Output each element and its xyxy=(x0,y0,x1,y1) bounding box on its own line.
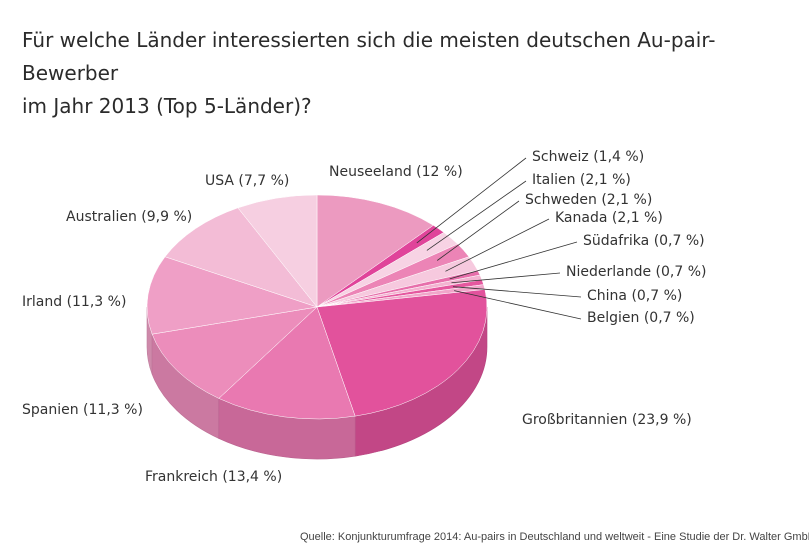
slice-label-spanien: Spanien (11,3 %) xyxy=(22,402,143,418)
pie-slices xyxy=(146,194,488,420)
leader-line-china xyxy=(452,286,582,298)
source-note: Quelle: Konjunkturumfrage 2014: Au-pairs… xyxy=(300,531,809,543)
pie-slice-spanien xyxy=(151,306,318,399)
slice-label-grossbritannien: Großbritannien (23,9 %) xyxy=(522,412,692,428)
pie-slice-usa xyxy=(237,194,318,308)
chart-title: Für welche Länder interessierten sich di… xyxy=(22,24,802,123)
slice-label-neuseeland: Neuseeland (12 %) xyxy=(329,164,463,180)
leader-line-schweiz xyxy=(416,157,527,244)
leader-line-kanada xyxy=(445,218,550,272)
chart-title-line-1: Für welche Länder interessierten sich di… xyxy=(22,28,716,85)
slice-labels: Neuseeland (12 %) Schweiz (1,4 %) Italien … xyxy=(22,149,706,485)
slice-label-kanada: Kanada (2,1 %) xyxy=(555,210,663,226)
slice-label-niederlande: Niederlande (0,7 %) xyxy=(566,264,706,280)
pie-slice-grossbritannien xyxy=(316,289,488,417)
slice-label-irland: Irland (11,3 %) xyxy=(22,294,126,310)
slice-label-usa: USA (7,7 %) xyxy=(205,173,289,189)
pie-slice-irland xyxy=(146,256,318,335)
leader-line-belgien xyxy=(454,290,582,320)
pie-slice-frankreich xyxy=(218,306,356,420)
slice-label-china: China (0,7 %) xyxy=(587,288,682,304)
slice-label-schweden: Schweden (2,1 %) xyxy=(525,192,652,208)
chart-title-line-2: im Jahr 2013 (Top 5-Länder)? xyxy=(22,94,312,118)
slice-label-belgien: Belgien (0,7 %) xyxy=(587,310,695,326)
leader-line-niederlande xyxy=(451,272,561,284)
leader-line-suedafrika xyxy=(449,241,578,280)
leader-line-italien xyxy=(426,180,527,251)
leader-line-schweden xyxy=(436,200,520,261)
slice-label-frankreich: Frankreich (13,4 %) xyxy=(145,469,282,485)
slice-label-australien: Australien (9,9 %) xyxy=(66,209,192,225)
pie-slice-australien xyxy=(164,207,318,308)
slice-label-italien: Italien (2,1 %) xyxy=(532,172,631,188)
pie-walls xyxy=(146,306,488,460)
slice-label-suedafrika: Südafrika (0,7 %) xyxy=(583,233,705,249)
label-leader-lines xyxy=(416,157,582,320)
pie-slice-neuseeland xyxy=(316,194,434,308)
slice-label-schweiz: Schweiz (1,4 %) xyxy=(532,149,644,165)
